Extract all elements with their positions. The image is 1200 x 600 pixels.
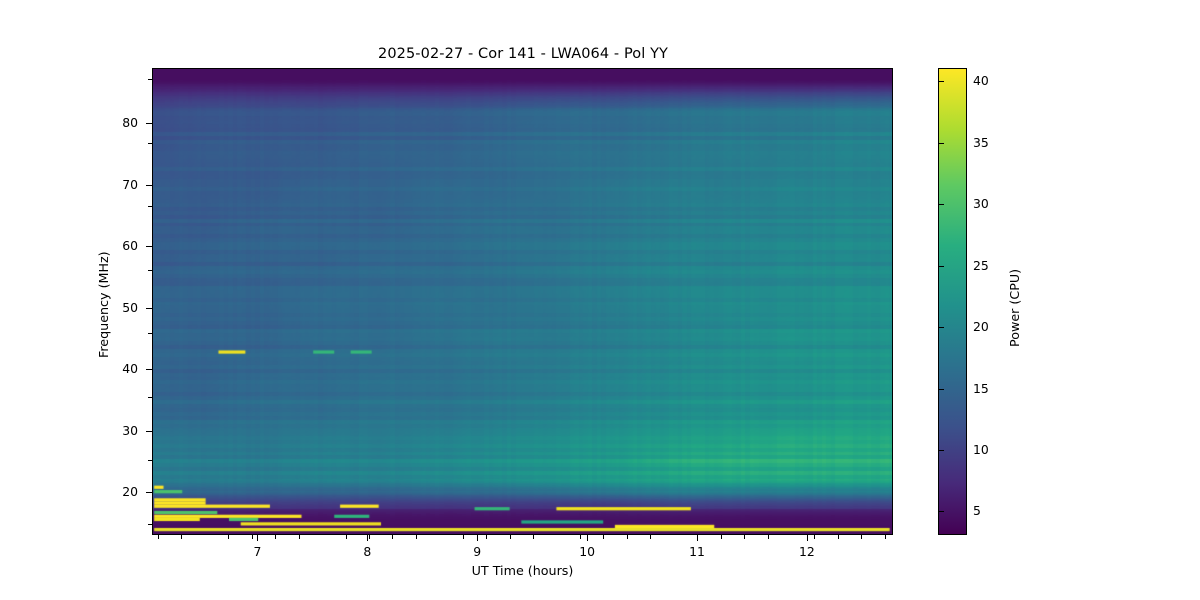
yticklabel-1: 30 [122, 422, 138, 438]
ytick-minor [148, 79, 152, 81]
xtick-minor [509, 535, 511, 539]
xtick-minor [298, 535, 300, 539]
ytick-minor [148, 269, 152, 271]
xtick-minor [744, 535, 746, 539]
cbar-ticklabel-3: 20 [973, 319, 989, 335]
ytick-minor [148, 333, 152, 335]
colorbar [938, 68, 967, 535]
cbar-ticklabel-5: 30 [973, 196, 989, 212]
ytick-minor [148, 396, 152, 398]
colorbar-label: Power (CPU) [1007, 268, 1022, 347]
cbar-tick-15 [938, 388, 944, 390]
xtick-minor [392, 535, 394, 539]
ytick-40 [145, 369, 152, 371]
yticklabel-6: 80 [122, 115, 138, 131]
y-axis-label: Frequency (MHz) [96, 251, 111, 358]
xticklabel-4: 11 [689, 544, 705, 559]
ytick-30 [145, 430, 152, 432]
ytick-minor [148, 523, 152, 525]
xtick-minor [251, 535, 253, 539]
ytick-20 [145, 492, 152, 494]
spectrogram-image [153, 69, 892, 534]
xtick-minor [767, 535, 769, 539]
xtick-minor [157, 535, 159, 539]
x-axis-label: UT Time (hours) [471, 563, 574, 578]
cbar-ticklabel-4: 25 [973, 257, 989, 273]
dynamic-spectrum-axes [152, 68, 893, 535]
xtick-minor [884, 535, 886, 539]
xticklabel-5: 12 [799, 544, 815, 559]
xticklabel-3: 10 [579, 544, 595, 559]
xtick-8 [367, 535, 369, 542]
cbar-tick-10 [938, 450, 944, 452]
ytick-minor [148, 206, 152, 208]
xtick-minor [533, 535, 535, 539]
cbar-ticklabel-2: 15 [973, 380, 989, 396]
yticklabel-3: 50 [122, 299, 138, 315]
xtick-minor [650, 535, 652, 539]
cbar-tick-20 [938, 327, 944, 329]
xtick-minor [415, 535, 417, 539]
cbar-ticklabel-6: 35 [973, 134, 989, 150]
page-title: 2025-02-27 - Cor 141 - LWA064 - Pol YY [378, 46, 668, 62]
xtick-12 [806, 535, 808, 542]
xticklabel-0: 7 [253, 544, 262, 559]
xtick-minor [345, 535, 347, 539]
xtick-7 [257, 535, 259, 542]
ytick-70 [145, 184, 152, 186]
cbar-tick-35 [938, 142, 944, 144]
xtick-minor [462, 535, 464, 539]
xtick-minor [837, 535, 839, 539]
cbar-tick-25 [938, 265, 944, 267]
xtick-minor [181, 535, 183, 539]
ytick-60 [145, 246, 152, 248]
xtick-9 [477, 535, 479, 542]
cbar-ticklabel-0: 5 [973, 503, 981, 519]
ytick-minor [148, 142, 152, 144]
ytick-50 [145, 307, 152, 309]
xticklabel-2: 9 [473, 544, 482, 559]
yticklabel-4: 60 [122, 238, 138, 254]
ytick-80 [145, 123, 152, 125]
yticklabel-0: 20 [122, 484, 138, 500]
xtick-minor [486, 535, 488, 539]
cbar-ticklabel-1: 10 [973, 442, 989, 457]
xtick-minor [626, 535, 628, 539]
xtick-10 [587, 535, 589, 542]
yticklabel-5: 70 [122, 176, 138, 192]
yticklabel-2: 40 [122, 361, 138, 377]
xtick-minor [814, 535, 816, 539]
xtick-minor [368, 535, 370, 539]
ytick-minor [148, 460, 152, 462]
xtick-minor [580, 535, 582, 539]
xtick-minor [228, 535, 230, 539]
cbar-tick-5 [938, 511, 944, 513]
xticklabel-1: 8 [363, 544, 372, 559]
cbar-tick-30 [938, 204, 944, 206]
xtick-minor [697, 535, 699, 539]
xtick-minor [861, 535, 863, 539]
xtick-minor [720, 535, 722, 539]
xtick-minor [275, 535, 277, 539]
xtick-minor [603, 535, 605, 539]
cbar-tick-40 [938, 81, 944, 83]
cbar-ticklabel-7: 40 [973, 73, 989, 89]
